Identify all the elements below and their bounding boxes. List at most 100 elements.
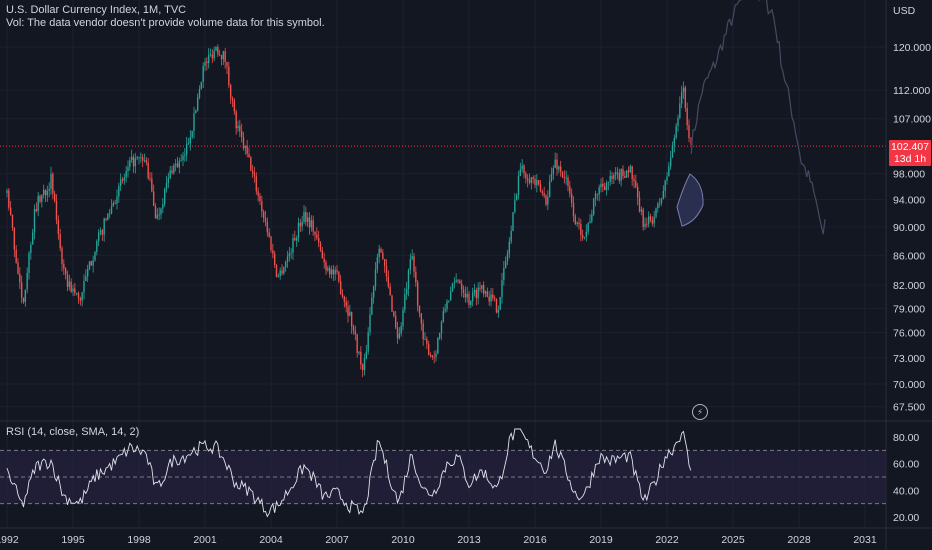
candle-body bbox=[207, 55, 210, 64]
chart-title[interactable]: U.S. Dollar Currency Index, 1M, TVC bbox=[6, 4, 187, 16]
candle-body bbox=[682, 87, 685, 93]
candle-body bbox=[609, 175, 611, 182]
time-axis[interactable]: 1992 1995 1998 2001 2004 2007 2010 2013 2016 2019… bbox=[0, 527, 932, 546]
candle-body bbox=[6, 190, 8, 194]
candle-body bbox=[55, 200, 58, 221]
candle-body bbox=[426, 339, 428, 344]
candle-body bbox=[510, 230, 512, 242]
candle-body bbox=[438, 332, 441, 339]
candle-body bbox=[189, 137, 192, 144]
candle-body bbox=[391, 295, 393, 312]
candle-body bbox=[358, 351, 360, 353]
candle-body bbox=[85, 276, 87, 282]
candle-body bbox=[286, 256, 289, 262]
candle-body bbox=[679, 103, 681, 118]
candle-body bbox=[110, 206, 113, 214]
candle-body bbox=[240, 130, 243, 138]
candle-body bbox=[490, 294, 492, 302]
rsi-tick-label: 60.00 bbox=[893, 459, 919, 471]
candle-body bbox=[592, 198, 595, 215]
candle-body bbox=[552, 167, 555, 174]
candle-body bbox=[28, 252, 30, 273]
candle-body bbox=[83, 281, 85, 293]
candle-body bbox=[371, 297, 373, 315]
candle-body bbox=[653, 216, 655, 224]
candle-body bbox=[631, 166, 633, 180]
candle-body bbox=[356, 334, 358, 353]
candle-body bbox=[262, 211, 265, 218]
lightning-icon[interactable]: ⚡ bbox=[692, 404, 708, 420]
price-tick-label: 82.000 bbox=[893, 280, 925, 292]
candle-body bbox=[138, 157, 140, 159]
last-price-value: 102.407 bbox=[891, 141, 929, 153]
candle-body bbox=[13, 227, 16, 250]
candle-body bbox=[266, 221, 269, 233]
candle-body bbox=[334, 269, 336, 275]
candle-body bbox=[165, 182, 168, 189]
candle-body bbox=[400, 326, 402, 334]
candle-body bbox=[136, 157, 138, 159]
time-tick-label: 2031 bbox=[853, 534, 877, 546]
candle-body bbox=[308, 217, 311, 228]
candle-body bbox=[33, 209, 36, 233]
candle-body bbox=[635, 180, 637, 187]
candle-body bbox=[114, 202, 116, 204]
candle-body bbox=[171, 170, 173, 173]
candle-body bbox=[158, 214, 160, 216]
price-axis[interactable]: 120.000 112.000 107.000 98.000 94.000 90.000 8… bbox=[893, 42, 931, 414]
candle-body bbox=[141, 157, 144, 161]
candle-body bbox=[569, 186, 571, 194]
candle-body bbox=[213, 50, 215, 59]
candle-body bbox=[660, 198, 663, 203]
candle-body bbox=[184, 154, 186, 156]
candle-body bbox=[651, 219, 654, 224]
candle-body bbox=[563, 177, 566, 179]
candle-body bbox=[613, 174, 615, 179]
candle-body bbox=[339, 281, 342, 294]
candle-body bbox=[598, 187, 600, 195]
candle-body bbox=[116, 196, 118, 204]
candle-body bbox=[218, 54, 221, 56]
candle-body bbox=[515, 194, 518, 201]
candle-body bbox=[407, 270, 410, 289]
candle-body bbox=[303, 212, 305, 222]
candle-body bbox=[668, 166, 670, 177]
candle-body bbox=[680, 92, 683, 104]
candle-body bbox=[545, 195, 547, 205]
candle-body bbox=[261, 201, 263, 212]
price-tick-label: 73.000 bbox=[893, 353, 925, 365]
candle-body bbox=[620, 169, 622, 181]
candle-body bbox=[435, 353, 437, 358]
candle-body bbox=[75, 292, 78, 294]
candle-body bbox=[459, 280, 461, 284]
candle-body bbox=[279, 270, 281, 277]
candle-body bbox=[537, 180, 540, 184]
candle-body bbox=[325, 262, 327, 271]
candle-body bbox=[523, 165, 525, 174]
candle-body bbox=[460, 283, 463, 290]
rsi-pane bbox=[0, 428, 886, 518]
candle-body bbox=[600, 183, 602, 188]
candle-body bbox=[602, 183, 604, 187]
candle-body bbox=[108, 213, 111, 215]
time-tick-label: 2025 bbox=[721, 534, 745, 546]
candle-body bbox=[468, 293, 470, 305]
candle-body bbox=[123, 177, 126, 181]
candle-body bbox=[294, 238, 296, 241]
candle-body bbox=[253, 173, 256, 177]
price-tick-label: 67.500 bbox=[893, 402, 925, 414]
candle-body bbox=[242, 137, 245, 149]
candle-body bbox=[437, 338, 439, 354]
candle-body bbox=[596, 193, 599, 195]
candle-body bbox=[96, 241, 98, 252]
rsi-legend[interactable]: RSI (14, close, SMA, 14, 2) bbox=[6, 426, 140, 438]
candle-body bbox=[611, 175, 613, 179]
candle-body bbox=[677, 117, 679, 126]
rsi-axis: 80.00 60.00 40.00 20.00 bbox=[893, 432, 919, 524]
currency-unit[interactable]: USD bbox=[893, 5, 916, 17]
candle-body bbox=[367, 332, 369, 352]
candle-body bbox=[530, 177, 533, 183]
candle-body bbox=[250, 157, 252, 171]
candle-body bbox=[402, 309, 404, 327]
